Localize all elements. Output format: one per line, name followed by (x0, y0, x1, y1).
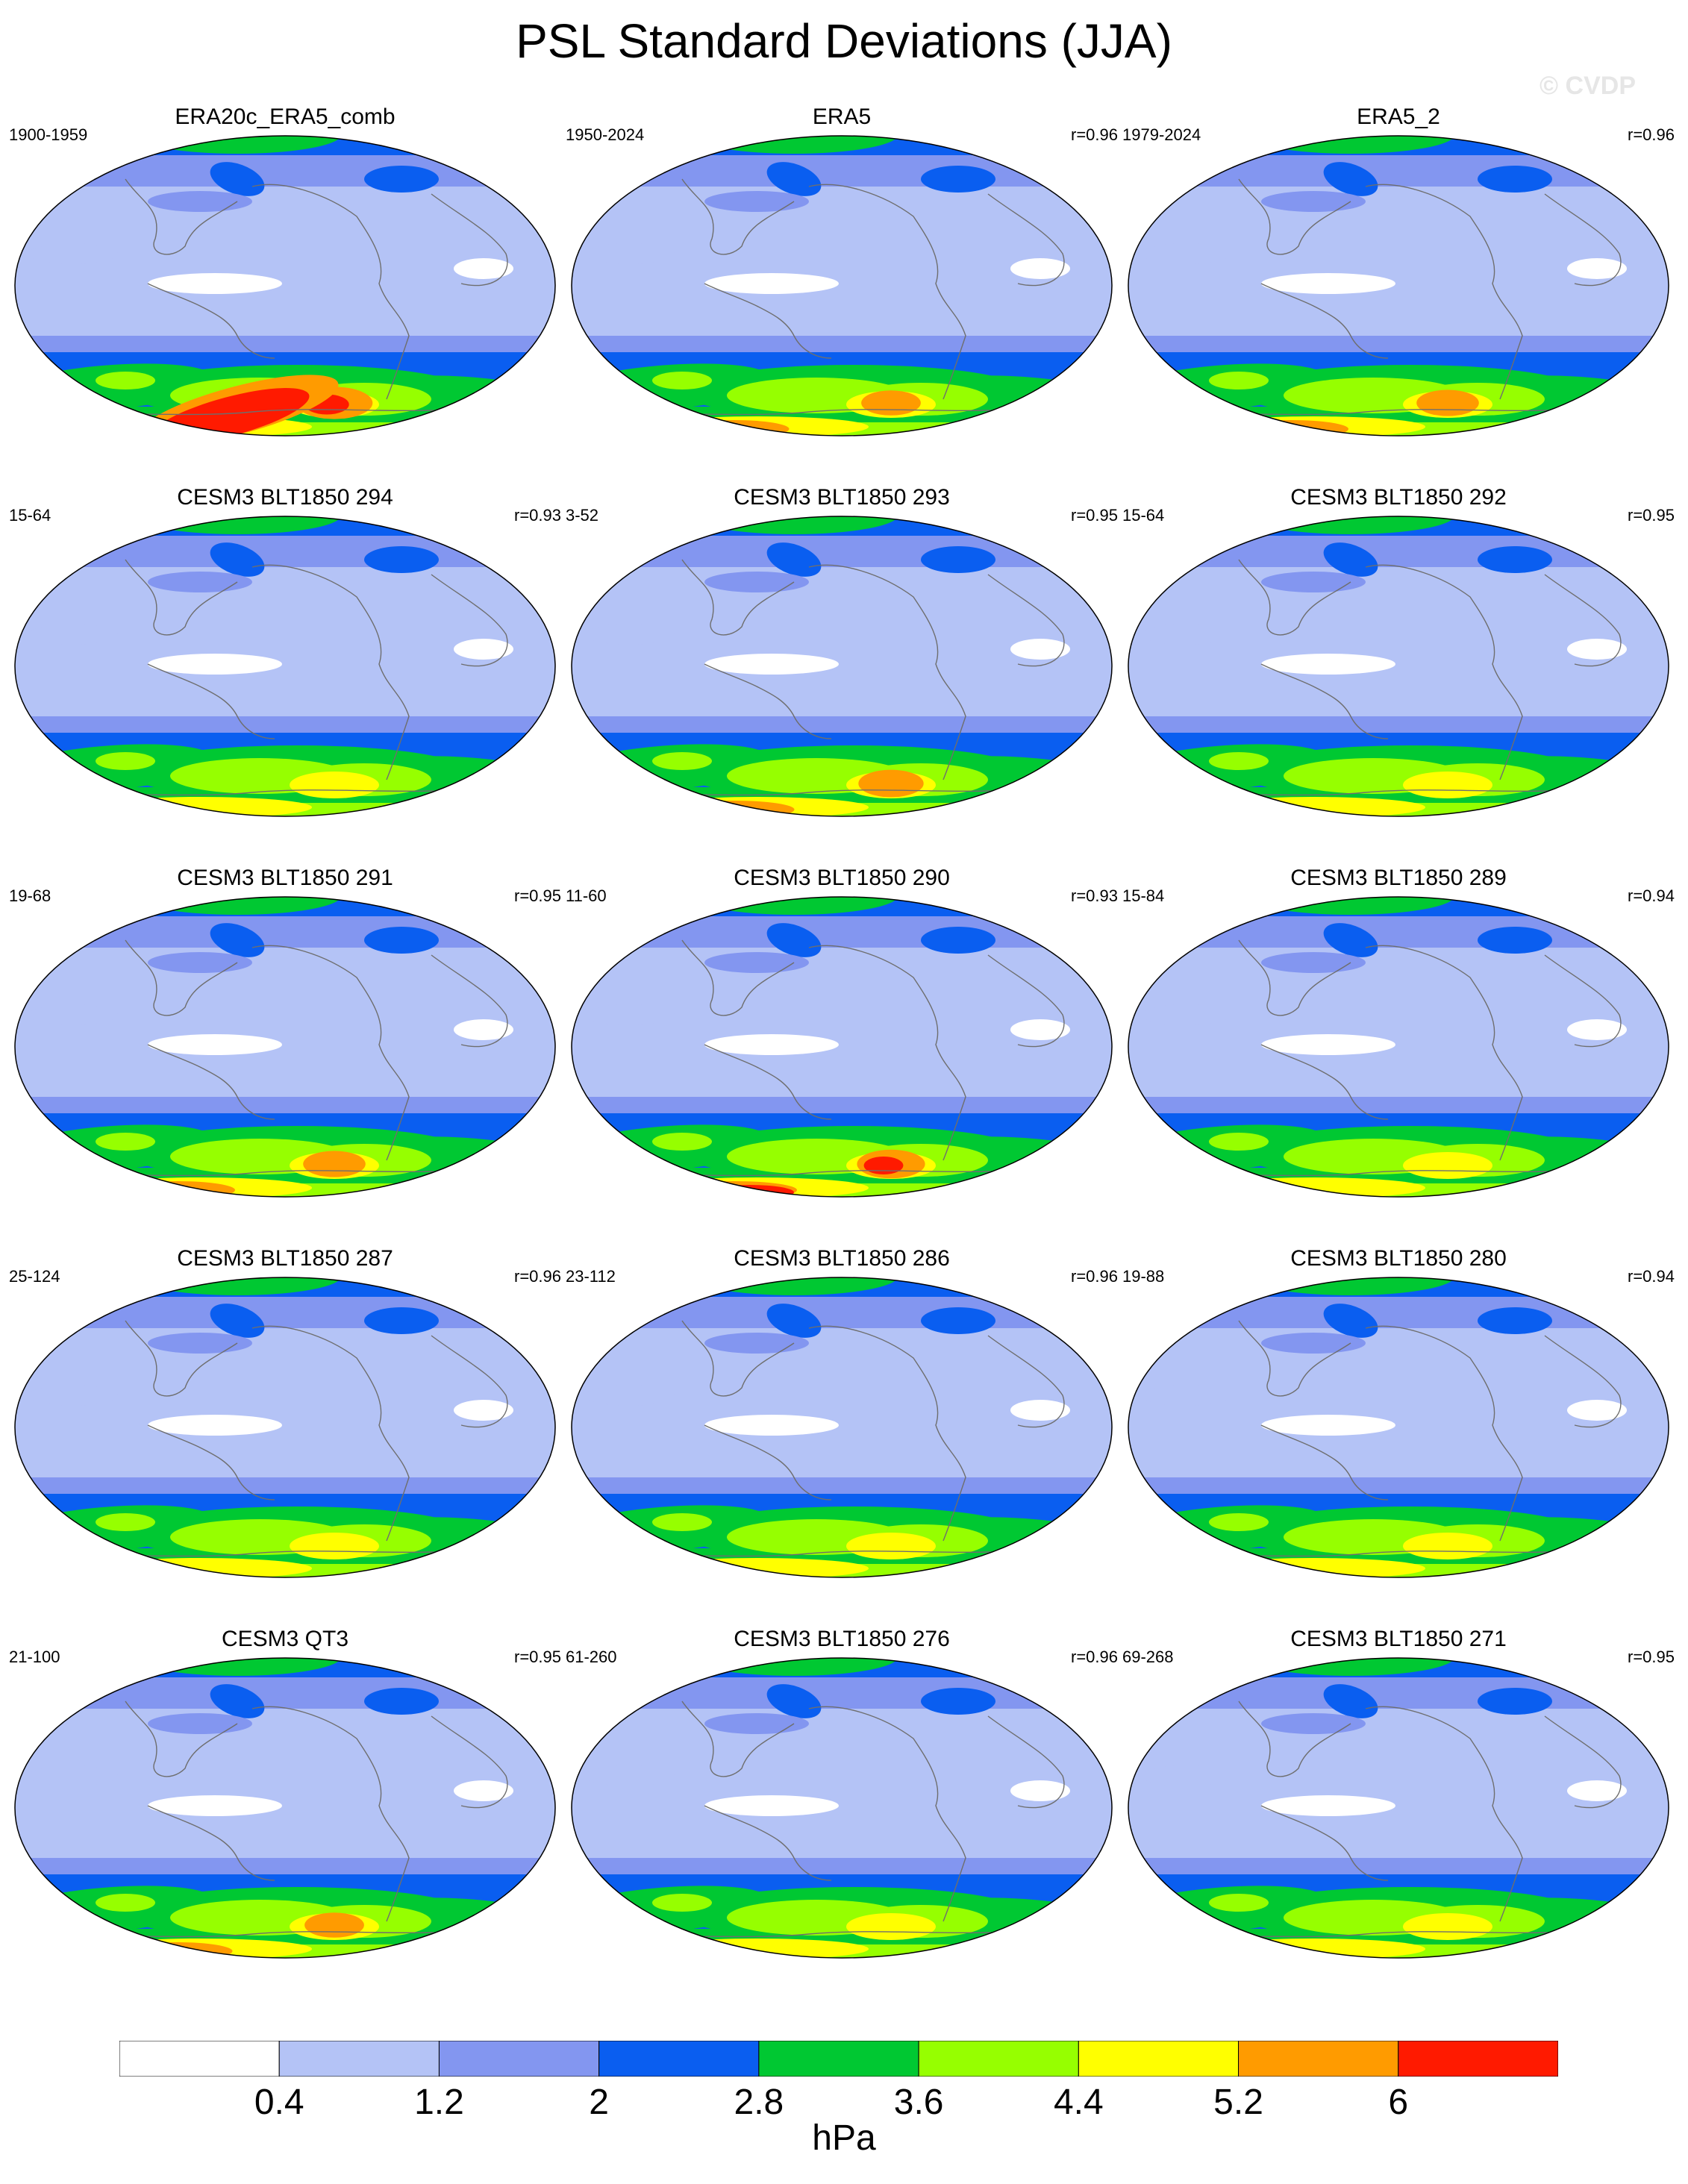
map-panel: CESM3 BLT1850 271 69-268 r=0.95 (1122, 1627, 1675, 2000)
panel-years: 15-64 (9, 506, 51, 525)
panel-correlation: r=0.96 (1071, 1267, 1118, 1286)
map-panel: CESM3 QT3 21-100 r=0.95 (9, 1627, 561, 2000)
figure-title: PSL Standard Deviations (JJA) (516, 14, 1172, 68)
panel-correlation: r=0.95 (514, 1648, 561, 1666)
map-panel: CESM3 BLT1850 294 15-64 r=0.93 (9, 485, 561, 858)
psl-stddev-map (1128, 1277, 1669, 1578)
map-panel: CESM3 BLT1850 291 19-68 r=0.95 (9, 866, 561, 1239)
panel-years: 25-124 (9, 1267, 60, 1286)
panel-title: ERA5 (812, 104, 872, 129)
colorbar-tick-label: 6 (1388, 2083, 1409, 2122)
map-panel: CESM3 BLT1850 286 23-112 r=0.96 (566, 1246, 1118, 1619)
panel-years: 3-52 (566, 506, 599, 525)
map-panel: CESM3 BLT1850 292 15-64 r=0.95 (1122, 485, 1675, 858)
psl-stddev-map (14, 1277, 556, 1578)
colorbar-swatch (278, 2041, 440, 2077)
panel-years: 69-268 (1122, 1648, 1174, 1666)
panel-title: CESM3 BLT1850 280 (1290, 1246, 1507, 1271)
psl-stddev-map (571, 1277, 1113, 1578)
panel-title: CESM3 BLT1850 292 (1290, 485, 1507, 510)
map-panel: CESM3 BLT1850 293 3-52 r=0.95 (566, 485, 1118, 858)
map-panel: CESM3 BLT1850 289 15-84 r=0.94 (1122, 866, 1675, 1239)
colorbar-swatch (918, 2041, 1079, 2077)
panel-years: 11-60 (566, 886, 607, 905)
psl-stddev-map (1128, 896, 1669, 1198)
map-panel: CESM3 BLT1850 276 61-260 r=0.96 (566, 1627, 1118, 2000)
map-panel: ERA5 1950-2024 r=0.96 (566, 104, 1118, 478)
panel-correlation: r=0.96 (514, 1267, 561, 1286)
panel-correlation: r=0.95 (1628, 1648, 1675, 1666)
panel-years: 15-64 (1122, 506, 1165, 525)
panel-title: CESM3 BLT1850 289 (1290, 866, 1507, 890)
panel-years: 19-68 (9, 886, 51, 905)
colorbar-swatch (1238, 2041, 1399, 2077)
panel-title: CESM3 QT3 (221, 1627, 349, 1651)
panel-correlation: r=0.95 (1628, 506, 1675, 525)
panel-years: 1900-1959 (9, 125, 88, 144)
panel-years: 1950-2024 (566, 125, 645, 144)
panel-correlation: r=0.96 (1628, 125, 1675, 144)
map-panel: ERA20c_ERA5_comb 1900-1959 (9, 104, 561, 478)
panel-years: 61-260 (566, 1648, 617, 1666)
colorbar-swatch (1078, 2041, 1240, 2077)
psl-stddev-map (571, 516, 1113, 817)
psl-stddev-map (1128, 516, 1669, 817)
colorbar-swatch (438, 2041, 600, 2077)
panel-correlation: r=0.95 (514, 886, 561, 905)
panel-title: CESM3 BLT1850 271 (1290, 1627, 1507, 1651)
psl-stddev-map (571, 896, 1113, 1198)
panel-title: CESM3 BLT1850 294 (177, 485, 393, 510)
panel-title: CESM3 BLT1850 276 (734, 1627, 950, 1651)
panel-correlation: r=0.94 (1628, 886, 1675, 905)
psl-stddev-map (14, 516, 556, 817)
cvdp-watermark: © CVDP (1539, 72, 1636, 100)
panel-title: ERA20c_ERA5_comb (175, 104, 396, 129)
panel-correlation: r=0.93 (1071, 886, 1118, 905)
panel-title: ERA5_2 (1357, 104, 1440, 129)
panel-correlation: r=0.94 (1628, 1267, 1675, 1286)
panel-correlation: r=0.95 (1071, 506, 1118, 525)
panel-years: 15-84 (1122, 886, 1165, 905)
colorbar-swatch (598, 2041, 760, 2077)
panel-correlation: r=0.96 (1071, 1648, 1118, 1666)
panel-correlation: r=0.93 (514, 506, 561, 525)
panel-years: 19-88 (1122, 1267, 1165, 1286)
colorbar-tick-label: 5.2 (1213, 2083, 1263, 2122)
panel-years: 1979-2024 (1122, 125, 1201, 144)
map-panel: CESM3 BLT1850 280 19-88 r=0.94 (1122, 1246, 1675, 1619)
map-panel: CESM3 BLT1850 287 25-124 r=0.96 (9, 1246, 561, 1619)
colorbar-swatch (1398, 2041, 1558, 2077)
colorbar (119, 2041, 1558, 2077)
psl-stddev-map (1128, 135, 1669, 437)
panel-title: CESM3 BLT1850 286 (734, 1246, 950, 1271)
map-panel: ERA5_2 1979-2024 r=0.96 (1122, 104, 1675, 478)
colorbar-tick-label: 3.6 (893, 2083, 944, 2122)
psl-stddev-map (1128, 1657, 1669, 1959)
colorbar-tick-label: 4.4 (1053, 2083, 1104, 2122)
psl-stddev-map (571, 1657, 1113, 1959)
panel-title: CESM3 BLT1850 290 (734, 866, 950, 890)
colorbar-swatch (758, 2041, 919, 2077)
colorbar-tick-label: 2.8 (734, 2083, 784, 2122)
panel-title: CESM3 BLT1850 287 (177, 1246, 393, 1271)
panel-correlation: r=0.96 (1071, 125, 1118, 144)
psl-stddev-map (14, 1657, 556, 1959)
panel-years: 23-112 (566, 1267, 616, 1286)
psl-stddev-map (571, 135, 1113, 437)
panel-years: 21-100 (9, 1648, 60, 1666)
psl-stddev-map (14, 135, 556, 437)
colorbar-tick-label: 2 (589, 2083, 610, 2122)
colorbar-tick-label: 0.4 (254, 2083, 304, 2122)
panel-title: CESM3 BLT1850 293 (734, 485, 950, 510)
map-panel: CESM3 BLT1850 290 11-60 r=0.93 (566, 866, 1118, 1239)
colorbar-unit: hPa (812, 2118, 876, 2158)
psl-stddev-map (14, 896, 556, 1198)
colorbar-swatch (119, 2041, 280, 2077)
panel-title: CESM3 BLT1850 291 (177, 866, 393, 890)
colorbar-tick-label: 1.2 (414, 2083, 464, 2122)
